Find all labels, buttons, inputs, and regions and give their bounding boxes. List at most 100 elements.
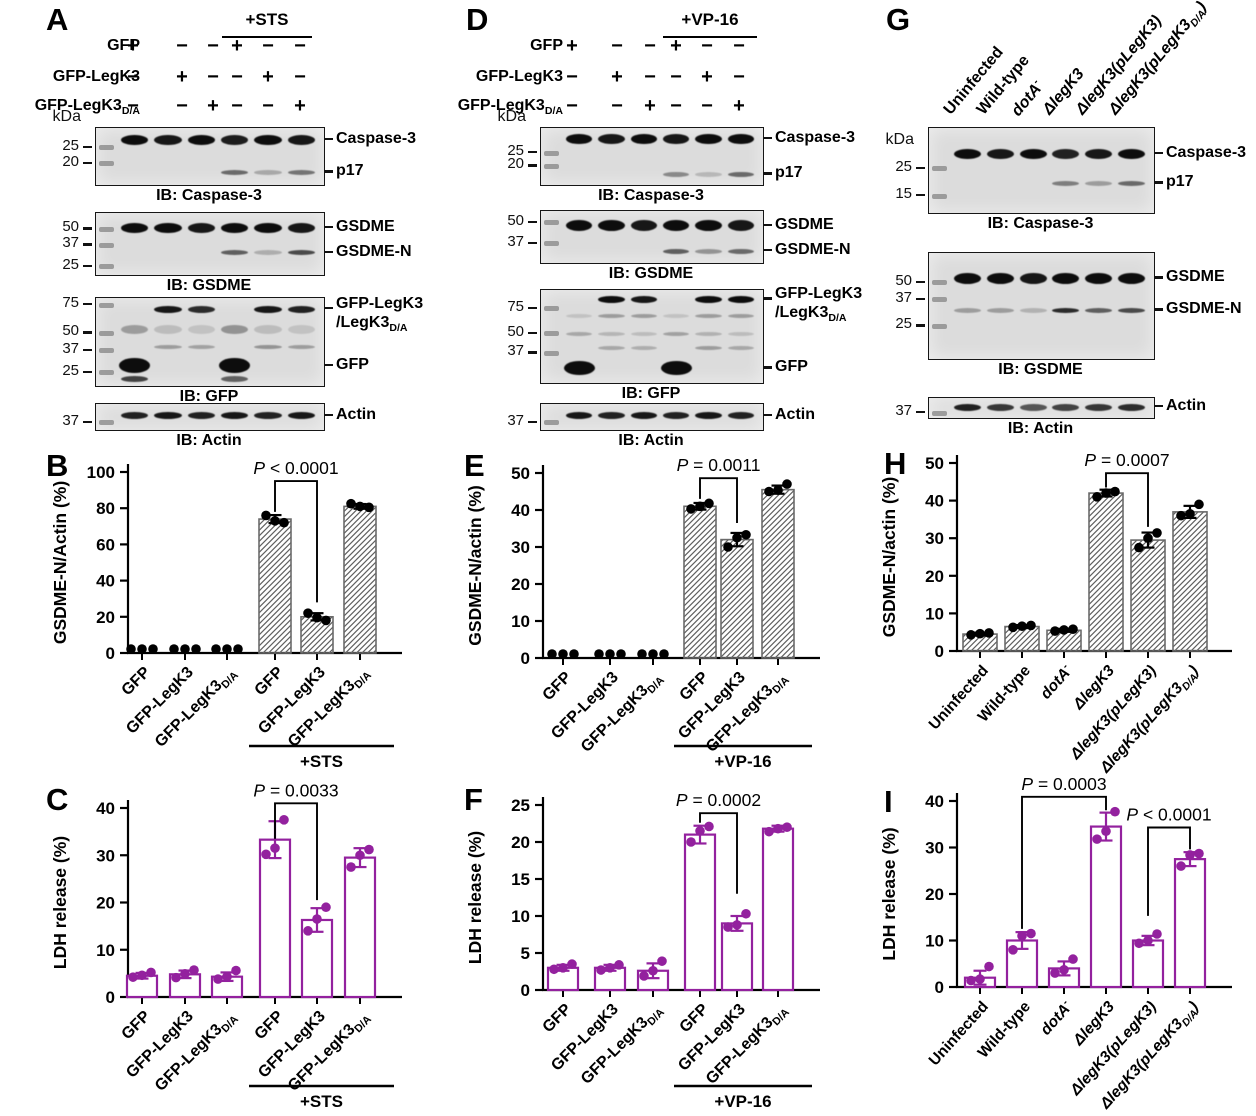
treatment-group-label: +VP-16 [714,1092,771,1111]
ib-caption: IB: Actin [176,432,242,449]
significance-bracket [1105,472,1149,527]
protein-band [254,305,282,313]
ib-caption: IB: GFP [621,385,681,402]
bar [1173,858,1207,989]
panel-letter-D: D [466,2,489,37]
protein-band [662,314,690,319]
protein-band [187,305,215,313]
ladder-band [932,280,947,286]
y-tick-label: 10 [96,941,115,960]
y-axis-label: GSDME-N/actin (%) [465,485,485,645]
data-point [128,972,138,982]
molecular-weight-marker: 25 [62,255,79,273]
y-tick-label: 0 [106,644,115,663]
protein-band [154,325,182,335]
data-point [975,628,985,639]
molecular-weight-marker: 25 [895,315,912,333]
y-tick-label: 30 [925,839,944,858]
p-value-label: P = 0.0003 [1021,774,1106,794]
data-point [569,649,579,659]
protein-band [121,134,149,145]
protein-band [187,412,215,420]
protein-band [662,220,690,232]
protein-band [1085,272,1113,284]
marker-tick [83,145,92,149]
ladder-band [99,302,114,308]
y-tick-label: 40 [925,492,944,511]
protein-band [1052,180,1080,186]
treatment-row-label: GFP [107,37,140,54]
ib-caption: IB: Actin [1007,420,1074,437]
treatment-group-label: +VP-16 [681,10,739,29]
data-point [975,974,985,984]
molecular-weight-marker: 20 [62,152,79,170]
treatment-plus-minus: − [733,66,745,88]
treatment-plus-minus: + [611,66,623,88]
data-point [312,612,322,623]
molecular-weight-marker: 37 [62,234,79,252]
band-label: GFP [775,358,808,376]
protein-band [727,314,755,319]
protein-band [221,134,249,145]
protein-band [630,412,658,420]
treatment-plus-minus: + [733,95,745,117]
molecular-weight-marker: 37 [507,411,524,429]
protein-band [1019,307,1047,313]
treatment-plus-minus: − [566,95,578,117]
ladder-band [544,150,559,156]
molecular-weight-marker: 37 [507,342,524,360]
protein-band [221,412,249,420]
protein-band [727,133,755,144]
data-point [1185,508,1195,519]
treatment-group-line [222,36,312,39]
data-point [1134,938,1144,949]
protein-band [598,220,625,232]
molecular-weight-marker: 25 [895,157,912,175]
marker-tick [916,324,925,327]
protein-band [727,295,755,303]
protein-band [695,331,722,336]
y-tick-label: 20 [925,567,944,586]
x-axis-category-label: GFP [540,669,576,705]
p-value-label: P < 0.0001 [253,458,338,478]
protein-band [695,345,722,350]
protein-band [154,222,182,233]
band-label-connector [763,249,772,252]
ib-caption: IB: Actin [618,432,684,449]
data-point [659,649,669,659]
band-label-connector [324,363,333,367]
band-label: GSDME [336,217,395,235]
protein-band [986,307,1014,313]
treatment-plus-minus: − [294,35,306,57]
protein-band [254,412,282,420]
molecular-weight-marker: 25 [62,136,79,154]
western-blot-image [540,127,764,186]
data-point [1185,850,1195,860]
data-point [1194,848,1204,859]
data-point [741,908,751,919]
band-label: Caspase-3 [1166,143,1247,161]
data-point [723,922,733,932]
y-tick-label: 0 [935,978,944,997]
data-point [169,644,179,654]
data-point [1101,488,1111,498]
chart-panel-I: 0 10 20 30 40 LDH release (%) P = 0.0003 P < 0.… [879,774,1232,1113]
protein-band [662,171,690,177]
ladder-band [932,166,947,172]
treatment-plus-minus: − [670,66,682,88]
protein-band [254,250,282,256]
molecular-weight-marker: 37 [62,339,79,357]
band-label-connector [1154,181,1163,184]
protein-band [254,134,282,145]
treatment-plus-minus: − [176,35,188,57]
y-axis-label: LDH release (%) [465,831,485,964]
data-point [321,615,331,626]
western-blot-image [95,403,325,431]
treatment-group-label: +STS [300,752,343,771]
treatment-row-label: GFP-LegK3D/A [457,97,563,118]
data-point [596,965,606,975]
band-label: Actin [775,405,815,423]
data-point [616,649,626,659]
protein-band [121,412,149,420]
protein-band [598,314,625,319]
